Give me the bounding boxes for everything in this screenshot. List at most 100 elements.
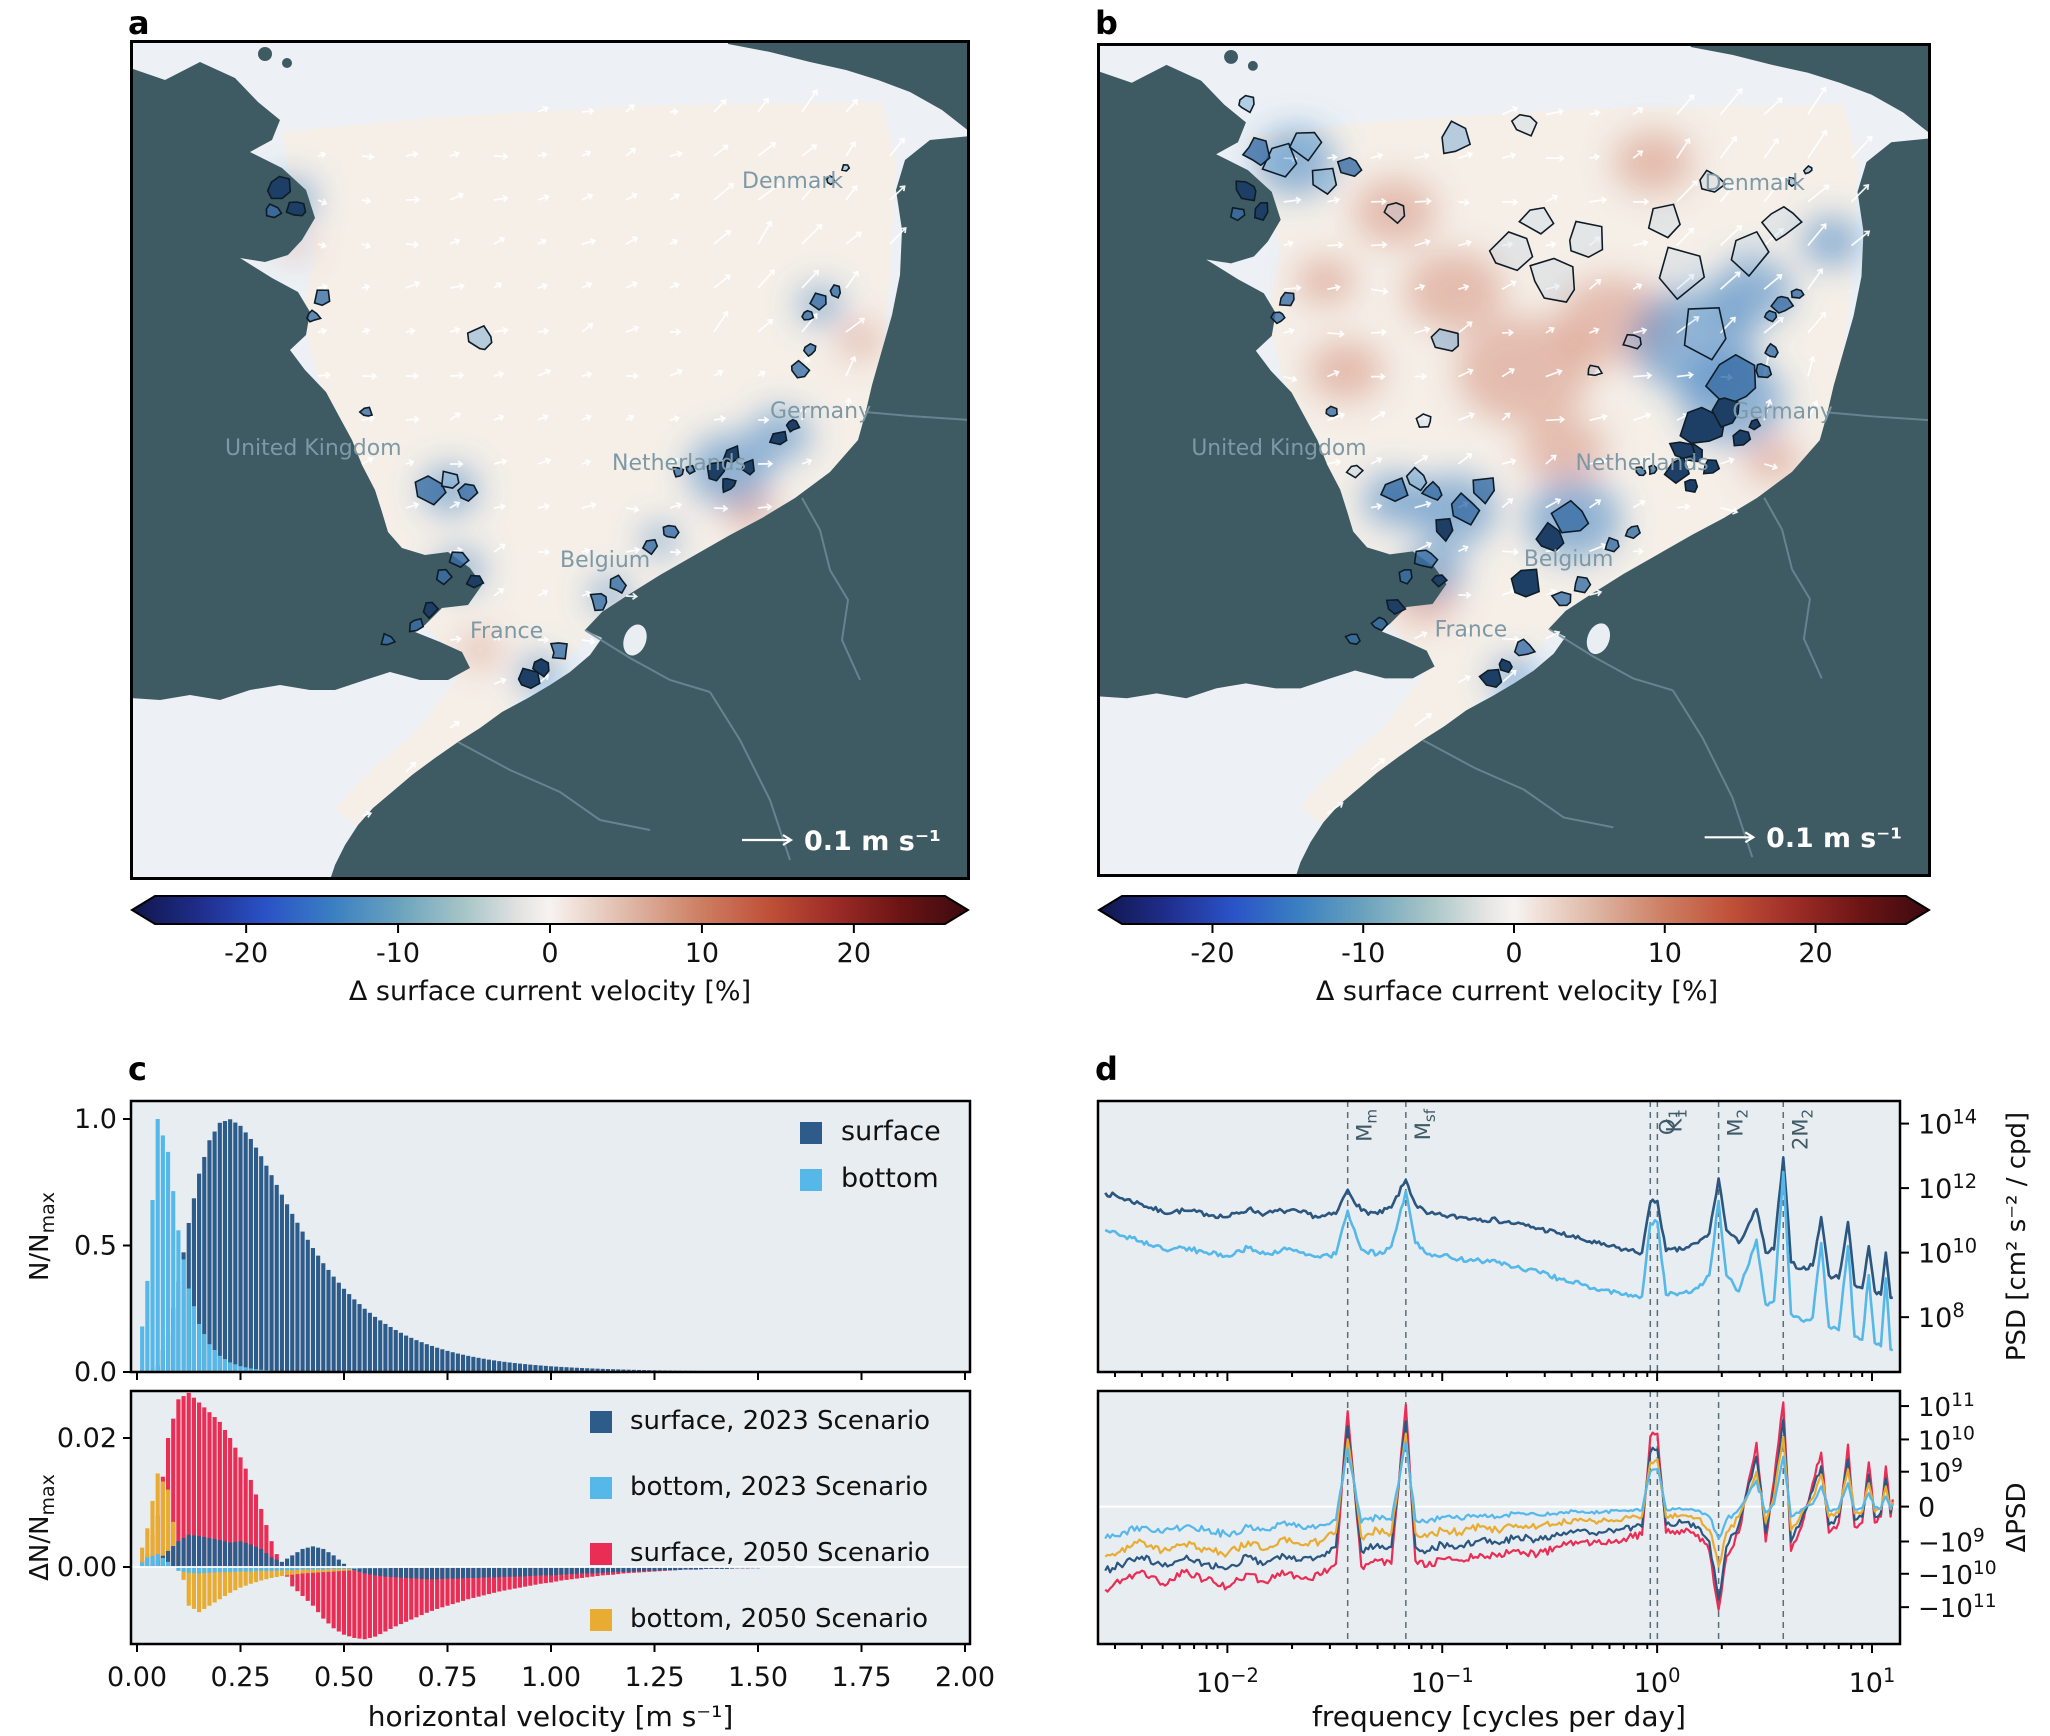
- colorbar-gradient-a: -20 -10 0 10 20: [130, 895, 970, 969]
- wind-farm-polygon: [1288, 131, 1323, 162]
- wind-farm-polygon: [414, 475, 447, 506]
- x-axis-label: horizontal velocity [m s⁻¹]: [368, 1700, 734, 1733]
- psd-line-surface-2023-Scenario: [1104, 1418, 1894, 1601]
- wind-farms: [1229, 94, 1813, 689]
- wind-farm-polygon: [1413, 549, 1439, 569]
- wind-farm-polygon: [1647, 203, 1681, 239]
- legend-label: bottom, 2050 Scenario: [630, 1604, 928, 1634]
- wind-farm-polygon: [1229, 206, 1246, 222]
- wind-farm-polygon: [285, 201, 307, 217]
- wind-farm-polygon: [465, 574, 485, 589]
- tidal-frequency-lines: [1346, 1101, 1785, 1644]
- wind-farm-polygon: [1755, 363, 1773, 379]
- wind-farm-polygon: [1430, 328, 1460, 352]
- legend-label: surface, 2050 Scenario: [630, 1538, 930, 1568]
- wind-farm-polygon: [1658, 246, 1706, 301]
- legend-label: bottom: [841, 1163, 939, 1194]
- x-axis-label: frequency [cycles per day]: [1312, 1700, 1686, 1733]
- x-tick-label: 1.25: [624, 1662, 684, 1693]
- country-labels: United Kingdom Denmark Germany Netherlands B…: [1191, 171, 1833, 643]
- psd-line-surface: [1104, 1156, 1893, 1300]
- wind-farm-polygon: [790, 359, 811, 379]
- country-label: Belgium: [560, 548, 650, 573]
- tick-label: 100: [1634, 1664, 1681, 1699]
- wind-farm-polygon: [1269, 311, 1286, 325]
- x-tick-label: 2.00: [935, 1662, 995, 1693]
- colorbar-tick-label: -10: [1341, 938, 1385, 969]
- wind-farm-polygon: [1383, 202, 1406, 225]
- y-axis-label: PSD [cm² s⁻² / cpd]: [2002, 1112, 2032, 1361]
- x-tick-label: 0.75: [417, 1662, 477, 1693]
- tick-label: 10−1: [1411, 1664, 1474, 1699]
- wind-farm-polygon: [1253, 202, 1269, 222]
- wind-farm-polygon: [1241, 136, 1271, 167]
- y-tick-label: 0.02: [57, 1423, 117, 1454]
- wind-farm-polygon: [1518, 206, 1555, 235]
- plot-frame: [1096, 1389, 1902, 1646]
- wind-farm-polygon: [1802, 165, 1813, 175]
- current-arrows: [317, 89, 907, 818]
- wind-farm-polygon: [1648, 464, 1658, 476]
- wind-farm-polygon: [1622, 333, 1642, 350]
- tick-label: 0: [1918, 1493, 1935, 1524]
- colorbar-tick-label: -20: [1190, 938, 1234, 969]
- wind-farm-polygon: [1684, 478, 1699, 494]
- wind-farm-polygon: [1587, 364, 1604, 377]
- x-tick-label: 0.25: [210, 1662, 270, 1693]
- axis-ticks: [1114, 1122, 1909, 1653]
- wind-farm-polygon: [662, 524, 680, 539]
- wind-farm-polygon: [1573, 575, 1592, 594]
- wind-farm-polygon: [1663, 456, 1691, 485]
- wind-farm-polygon: [440, 470, 460, 489]
- colorbar-label-b: Δ surface current velocity [%]: [1315, 976, 1719, 1007]
- legend-label: surface, 2023 Scenario: [630, 1406, 930, 1436]
- wind-farm-polygon: [408, 617, 425, 633]
- x-tick-label: 1.50: [728, 1662, 788, 1693]
- legend-swatch: [590, 1543, 612, 1565]
- axis-ticks: [123, 1118, 966, 1652]
- wind-farms: [265, 164, 851, 690]
- legend-swatch: [800, 1122, 822, 1144]
- tidal-constituent-label: M2: [1724, 1109, 1752, 1137]
- x-tick-label: 1.75: [831, 1662, 891, 1693]
- wind-farm-polygon: [1498, 658, 1513, 674]
- wind-farm-polygon: [1711, 397, 1740, 428]
- country-label: United Kingdom: [225, 436, 402, 461]
- wind-farm-polygon: [1510, 568, 1540, 598]
- wind-farm-polygon: [1760, 205, 1803, 242]
- plot-background: [131, 1391, 970, 1644]
- wind-farm-polygon: [266, 175, 292, 200]
- wind-farm-polygon: [722, 477, 737, 494]
- plot-frame: [1096, 1099, 1902, 1374]
- psd-line-bottom: [1104, 1170, 1894, 1352]
- wind-farm-polygon: [809, 292, 827, 311]
- country-label: Denmark: [742, 169, 843, 194]
- wind-farm-polygon: [1435, 517, 1454, 543]
- tick-label: 1014: [1918, 1106, 1977, 1141]
- psd-line-bottom-2050-Scenario: [1104, 1432, 1894, 1568]
- psd-line-bottom-2023-Scenario: [1104, 1441, 1894, 1540]
- wind-farm-polygon: [1635, 466, 1647, 477]
- histogram-panel-c: 0.00 0.25 0.50 0.75 1.00 1.25 1.50 1.75 2.000.00…: [25, 1099, 995, 1733]
- wind-farm-polygon: [1235, 180, 1257, 202]
- wind-farm-polygon: [1430, 574, 1449, 588]
- wind-farm-polygon: [840, 164, 851, 172]
- legend-swatch: [800, 1169, 822, 1191]
- histogram-bars-surface-2023-Scenario: [150, 1534, 797, 1580]
- wind-farm-polygon: [1472, 477, 1496, 505]
- colorbar-label-a: Δ surface current velocity [%]: [348, 976, 752, 1007]
- wind-farm-polygon: [1788, 176, 1798, 188]
- wind-farm-polygon: [1344, 633, 1361, 646]
- y-axis-label: ΔN/Nmax: [25, 1474, 59, 1581]
- colorbar-b: -20 -10 0 10 20 Δ surface current velocity […: [1097, 892, 1937, 1007]
- panel-label-a: a: [128, 4, 150, 42]
- wind-farm-polygon: [1278, 291, 1295, 307]
- country-label: Denmark: [1705, 171, 1806, 196]
- wind-farm-polygon: [706, 460, 727, 482]
- panel-label-b: b: [1095, 4, 1118, 42]
- scale-arrow-label: 0.1 m s⁻¹: [1766, 823, 1902, 854]
- y-tick-label: 0.0: [74, 1357, 117, 1388]
- wind-farm-polygon: [1510, 113, 1538, 137]
- wind-farm-polygon: [1535, 521, 1565, 553]
